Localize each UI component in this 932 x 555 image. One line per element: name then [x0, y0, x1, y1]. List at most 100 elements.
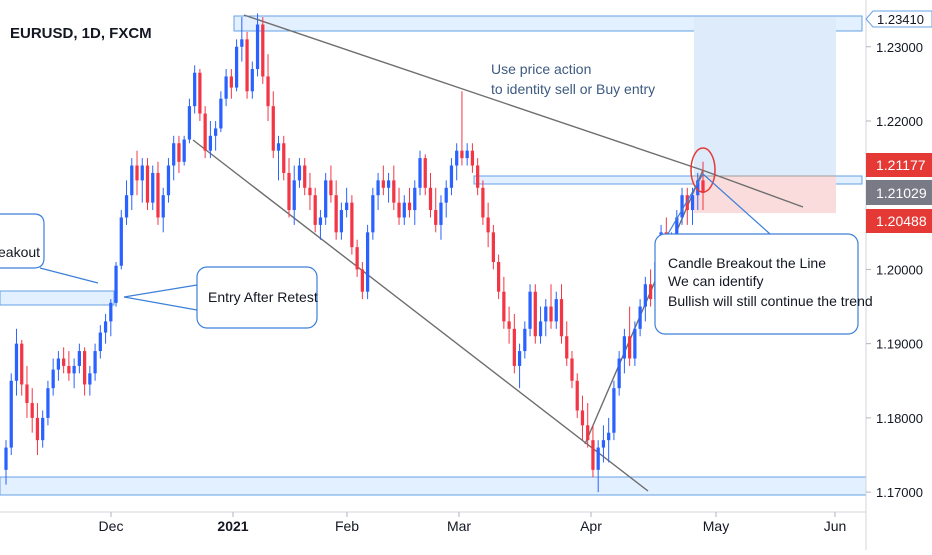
candle-body[interactable]: [365, 232, 370, 292]
candle-body[interactable]: [292, 180, 296, 211]
candle-body[interactable]: [496, 262, 501, 292]
candle-body[interactable]: [538, 321, 543, 337]
candle-body[interactable]: [345, 202, 349, 211]
upper-trendline-extension[interactable]: [701, 169, 804, 208]
candle-body[interactable]: [145, 165, 150, 203]
candle-body[interactable]: [25, 384, 29, 404]
candle-body[interactable]: [187, 106, 192, 140]
candle-body[interactable]: [428, 187, 433, 211]
candle-body[interactable]: [255, 24, 260, 70]
candle-body[interactable]: [46, 388, 50, 418]
candle-body[interactable]: [172, 143, 176, 166]
candle-body[interactable]: [502, 291, 506, 322]
candle-body[interactable]: [701, 180, 705, 193]
candle-body[interactable]: [638, 306, 642, 329]
candle-body[interactable]: [591, 440, 595, 470]
candle-body[interactable]: [423, 158, 427, 188]
candle-body[interactable]: [607, 432, 611, 441]
candle-body[interactable]: [680, 195, 684, 218]
candle-body[interactable]: [297, 165, 302, 181]
candle-body[interactable]: [643, 284, 647, 307]
candle-body[interactable]: [114, 265, 118, 303]
candle-body[interactable]: [240, 39, 244, 47]
candle-body[interactable]: [512, 328, 516, 366]
candle-body[interactable]: [287, 172, 291, 211]
candle-body[interactable]: [612, 388, 616, 433]
candle-body[interactable]: [82, 351, 87, 385]
candle-body[interactable]: [20, 343, 24, 385]
retest-zone[interactable]: [0, 290, 115, 306]
candle-body[interactable]: [376, 180, 380, 196]
candle-body[interactable]: [245, 39, 249, 92]
candle-body[interactable]: [119, 217, 123, 266]
stop-zone[interactable]: [694, 176, 836, 213]
candle-body[interactable]: [213, 128, 218, 136]
candle-body[interactable]: [413, 187, 417, 211]
candle-body[interactable]: [198, 72, 202, 114]
candle-body[interactable]: [56, 358, 61, 370]
candle-body[interactable]: [88, 373, 92, 385]
candle-body[interactable]: [324, 180, 328, 218]
candle-body[interactable]: [507, 321, 511, 329]
candle-body[interactable]: [67, 365, 71, 374]
candle-body[interactable]: [402, 202, 406, 218]
candle-body[interactable]: [559, 299, 564, 337]
candle-body[interactable]: [460, 150, 464, 159]
candle-body[interactable]: [481, 187, 485, 218]
candle-body[interactable]: [418, 158, 422, 188]
candle-body[interactable]: [203, 113, 207, 151]
candle-body[interactable]: [648, 284, 653, 300]
candle-body[interactable]: [544, 306, 548, 322]
candle-body[interactable]: [570, 358, 574, 381]
candle-body[interactable]: [62, 358, 66, 366]
candle-body[interactable]: [51, 369, 55, 389]
candle-body[interactable]: [103, 321, 108, 333]
candle-body[interactable]: [303, 165, 307, 188]
candle-body[interactable]: [318, 217, 323, 225]
candle-body[interactable]: [177, 143, 181, 162]
candle-body[interactable]: [486, 217, 490, 233]
candle-body[interactable]: [156, 172, 160, 218]
candle-body[interactable]: [282, 143, 286, 173]
candle-body[interactable]: [517, 351, 522, 366]
candle-body[interactable]: [434, 210, 438, 225]
candle-body[interactable]: [397, 202, 401, 218]
candle-body[interactable]: [465, 150, 469, 159]
candle-body[interactable]: [261, 24, 265, 77]
candle-body[interactable]: [9, 380, 13, 448]
candle-body[interactable]: [234, 46, 239, 88]
candle-body[interactable]: [690, 195, 695, 211]
candle-body[interactable]: [549, 306, 553, 322]
candle-body[interactable]: [449, 165, 454, 188]
candle-body[interactable]: [93, 351, 97, 374]
candle-body[interactable]: [219, 98, 223, 129]
candle-body[interactable]: [77, 351, 81, 366]
candle-body[interactable]: [565, 336, 569, 359]
candle-body[interactable]: [381, 180, 385, 188]
candle-body[interactable]: [313, 195, 317, 225]
candle-body[interactable]: [182, 139, 186, 162]
candle-body[interactable]: [229, 76, 233, 88]
candle-body[interactable]: [30, 403, 34, 418]
candle-body[interactable]: [161, 195, 165, 218]
note-entry-callout[interactable]: Entry After Retest: [123, 266, 318, 329]
candle-body[interactable]: [622, 336, 627, 359]
candle-body[interactable]: [224, 76, 228, 99]
bottom-support-zone[interactable]: [0, 476, 867, 496]
candle-body[interactable]: [271, 106, 275, 151]
candle-body[interactable]: [407, 202, 412, 211]
candle-body[interactable]: [633, 328, 637, 359]
candle-body[interactable]: [491, 232, 496, 263]
candle-body[interactable]: [135, 165, 139, 181]
candle-body[interactable]: [696, 180, 700, 196]
candle-body[interactable]: [575, 380, 579, 411]
candle-body[interactable]: [193, 72, 197, 107]
candle-body[interactable]: [72, 365, 76, 374]
candle-body[interactable]: [580, 410, 585, 426]
candle-body[interactable]: [617, 358, 621, 389]
candle-body[interactable]: [329, 180, 333, 196]
candle-body[interactable]: [528, 291, 532, 329]
candle-body[interactable]: [455, 150, 459, 166]
candle-body[interactable]: [151, 172, 155, 203]
candle-body[interactable]: [628, 336, 632, 359]
